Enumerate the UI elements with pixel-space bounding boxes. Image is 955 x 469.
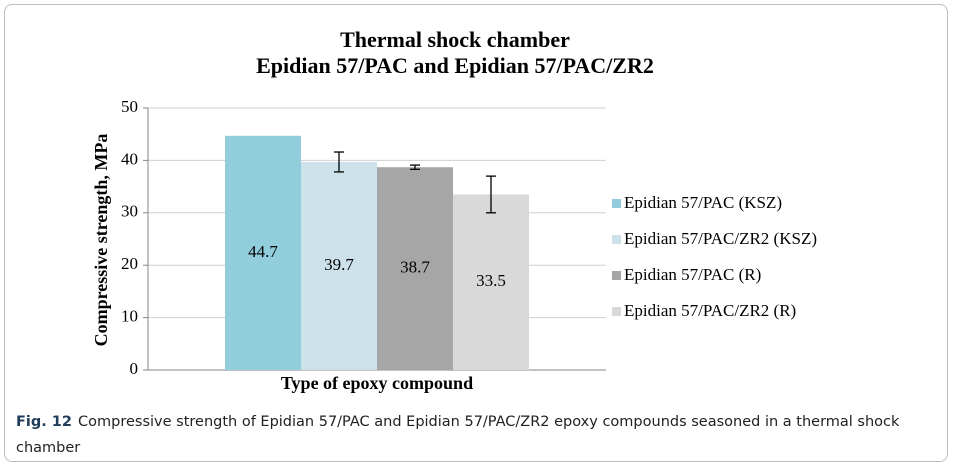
- error-bar: [410, 164, 420, 170]
- x-axis-label: Type of epoxy compound: [281, 373, 473, 393]
- y-tick-label: 30: [121, 202, 138, 221]
- legend-swatch: [612, 271, 621, 280]
- data-label: 38.7: [400, 258, 430, 277]
- caption-label: Fig. 12: [16, 414, 72, 430]
- legend-label: Epidian 57/PAC (KSZ): [624, 193, 782, 212]
- y-tick-label: 40: [121, 149, 138, 168]
- y-tick-label: 20: [121, 254, 138, 273]
- error-bar: [334, 151, 344, 173]
- y-tick-label: 0: [130, 359, 139, 378]
- legend-swatch: [612, 235, 621, 244]
- y-tick-label: 50: [121, 97, 138, 116]
- data-label: 44.7: [248, 242, 278, 261]
- figure-frame: [4, 4, 948, 462]
- y-tick-label: 10: [121, 307, 138, 326]
- chart-subtitle: Epidian 57/PAC and Epidian 57/PAC/ZR2: [256, 53, 654, 78]
- error-bar: [486, 175, 496, 214]
- legend-swatch: [612, 199, 621, 208]
- legend-swatch: [612, 307, 621, 316]
- legend-label: Epidian 57/PAC/ZR2 (KSZ): [624, 229, 817, 248]
- y-axis-label: Compressive strength, MPa: [91, 134, 111, 347]
- bar: [225, 135, 301, 370]
- bar: [377, 167, 453, 370]
- chart: Thermal shock chamber Epidian 57/PAC and…: [91, 27, 817, 393]
- data-label: 33.5: [476, 271, 506, 290]
- data-label: 39.7: [324, 255, 354, 274]
- legend-label: Epidian 57/PAC/ZR2 (R): [624, 301, 796, 320]
- caption: Fig. 12 Compressive strength of Epidian 5…: [16, 409, 936, 461]
- legend-label: Epidian 57/PAC (R): [624, 265, 761, 284]
- bar: [453, 194, 529, 370]
- bar: [301, 161, 377, 370]
- chart-title: Thermal shock chamber: [340, 27, 570, 52]
- caption-text: Compressive strength of Epidian 57/PAC a…: [16, 414, 900, 456]
